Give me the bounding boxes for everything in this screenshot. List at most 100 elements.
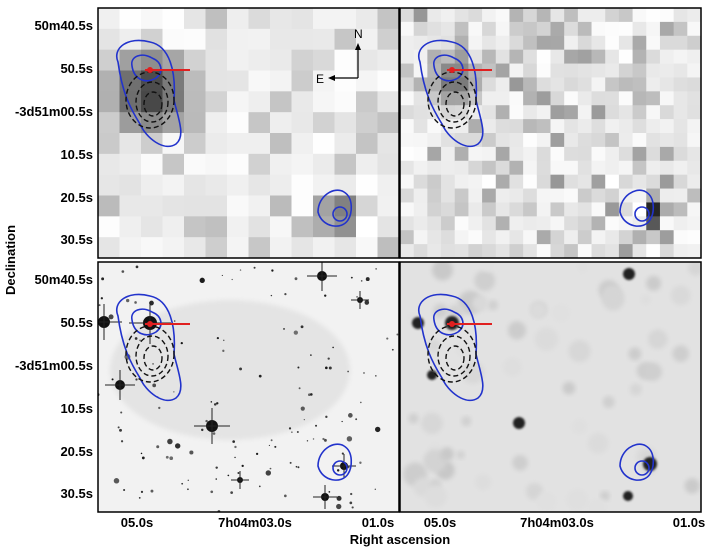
- pixel-cell: [291, 216, 314, 238]
- pixel-cell: [184, 133, 207, 155]
- star: [284, 494, 287, 498]
- y-tick-label: 50.5s: [60, 61, 93, 76]
- pixel-cell: [468, 35, 483, 51]
- star: [296, 430, 299, 433]
- pixel-cell: [400, 160, 415, 176]
- pixel-cell: [334, 216, 357, 238]
- star: [289, 461, 292, 464]
- pixel-cell: [618, 105, 634, 120]
- pixel-cell: [413, 188, 428, 204]
- pixel-cell: [605, 35, 620, 51]
- star: [223, 339, 225, 342]
- pixel-cell: [454, 216, 470, 231]
- pixel-cell: [509, 21, 524, 37]
- pixel-cell: [536, 216, 552, 231]
- pixel-cell: [454, 146, 470, 162]
- pixel-cell: [119, 49, 142, 72]
- star: [111, 378, 114, 381]
- pixel-cell: [673, 160, 688, 176]
- pixel-cell: [291, 174, 314, 197]
- star: [306, 440, 309, 442]
- star: [213, 403, 217, 406]
- bright-star: [98, 304, 122, 340]
- pixel-cell: [427, 119, 442, 134]
- star: [138, 497, 141, 499]
- pixel-cell: [98, 153, 121, 176]
- blue-contour: [433, 308, 464, 336]
- pixel-cell: [413, 230, 428, 245]
- pixel-cell: [564, 188, 579, 204]
- pixel-cell: [509, 119, 524, 134]
- star: [210, 490, 214, 494]
- star: [350, 492, 353, 496]
- pixel-cell: [270, 195, 293, 217]
- pixel-cell: [454, 174, 470, 190]
- pixel-cell: [377, 153, 399, 176]
- compass: N E: [316, 27, 363, 86]
- pixel-cell: [577, 160, 593, 176]
- pixel-cell: [413, 91, 428, 106]
- pixel-cell: [605, 160, 620, 176]
- pixel-cell: [427, 230, 442, 245]
- pixel-cell: [270, 112, 293, 134]
- pixel-cell: [270, 91, 293, 113]
- pixel-cell: [618, 35, 634, 51]
- star: [234, 456, 236, 459]
- pixel-cell: [687, 91, 701, 106]
- pixel-cell: [550, 230, 565, 245]
- star: [140, 452, 143, 455]
- pixel-cell: [536, 35, 552, 51]
- pixel-cell: [687, 35, 701, 51]
- pixel-cell: [313, 133, 336, 155]
- star: [187, 479, 189, 482]
- pixel-cell: [427, 77, 442, 92]
- background-blob: [576, 262, 589, 273]
- pixel-cell: [377, 133, 399, 155]
- pixel-cell: [495, 244, 511, 258]
- pixel-cell: [468, 146, 483, 162]
- star: [374, 488, 376, 490]
- pixel-cell: [270, 174, 293, 197]
- star: [230, 491, 234, 494]
- pixel-cell: [400, 202, 415, 217]
- pixel-cell: [632, 133, 647, 148]
- background-blob: [512, 454, 528, 471]
- pixel-cell: [205, 8, 228, 30]
- pixel-cell: [605, 8, 620, 23]
- pixel-cell: [646, 77, 661, 92]
- star: [325, 415, 328, 419]
- pixel-cell: [509, 77, 524, 92]
- pixel-cell: [313, 8, 336, 30]
- pixel-cell: [618, 244, 634, 258]
- pixel-cell: [673, 133, 688, 148]
- pixel-cell: [468, 244, 483, 258]
- pixel-cell: [119, 133, 142, 155]
- pixel-cell: [427, 216, 442, 231]
- pixel-cell: [687, 188, 701, 204]
- pixel-cell: [377, 28, 399, 51]
- pixel-cell: [536, 63, 552, 79]
- red-marker-dot: [147, 67, 153, 73]
- star: [140, 490, 144, 494]
- star: [328, 491, 331, 493]
- pixel-cell: [334, 8, 357, 30]
- pixel-cell: [482, 230, 497, 245]
- background-blob: [566, 489, 589, 511]
- pixel-cell: [687, 21, 701, 37]
- star: [274, 445, 277, 448]
- star: [396, 333, 399, 336]
- pixel-cell: [313, 91, 336, 113]
- pixel-cell: [270, 8, 293, 30]
- pixel-cell: [441, 8, 456, 23]
- pixel-cell: [632, 160, 647, 176]
- pixel-cell: [482, 21, 497, 37]
- pixel-cell: [356, 174, 379, 197]
- background-blob: [474, 270, 496, 292]
- pixel-cell: [550, 77, 565, 92]
- pixel-cell: [646, 216, 661, 231]
- star: [135, 378, 138, 381]
- pixel-cell: [495, 160, 511, 176]
- pixel-cell: [591, 63, 606, 79]
- pixel-cell: [495, 21, 511, 37]
- pixel-cell: [659, 133, 675, 148]
